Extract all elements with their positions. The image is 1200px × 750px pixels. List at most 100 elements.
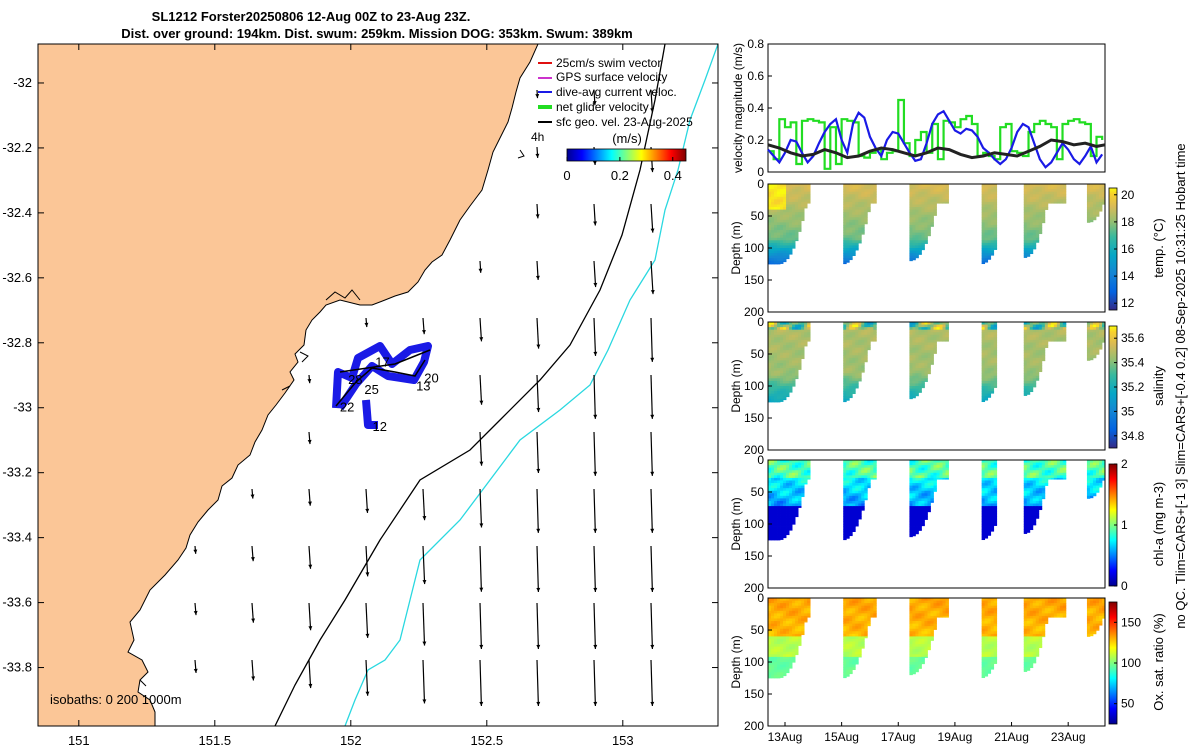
profile-cell bbox=[771, 362, 775, 366]
velocity-arrow-head bbox=[650, 108, 655, 113]
profile-cell bbox=[780, 201, 784, 205]
profile-cell bbox=[987, 199, 992, 203]
profile-cell bbox=[1047, 201, 1052, 204]
profile-cell bbox=[1053, 194, 1058, 198]
profile-cell bbox=[843, 235, 847, 239]
profile-cell bbox=[768, 347, 772, 351]
profile-cell bbox=[846, 345, 850, 348]
profile-cell bbox=[780, 350, 784, 354]
depth-tick-label: 200 bbox=[744, 305, 764, 319]
profile-cell bbox=[768, 191, 772, 195]
profile-cell bbox=[795, 222, 799, 226]
profile-cell bbox=[1044, 196, 1049, 200]
profile-cell bbox=[1032, 209, 1037, 213]
profile-cell bbox=[801, 337, 805, 341]
profile-cell bbox=[909, 199, 913, 203]
profile-cell bbox=[1026, 217, 1031, 221]
profile-cell bbox=[792, 214, 796, 218]
profile-cell bbox=[774, 258, 778, 262]
profile-cell bbox=[783, 373, 787, 377]
profile-cell bbox=[1056, 186, 1061, 190]
profile-cell bbox=[849, 357, 853, 361]
profile-cell bbox=[909, 240, 913, 244]
profile-cell bbox=[780, 398, 784, 402]
profile-cell bbox=[786, 329, 790, 333]
profile-cell bbox=[786, 368, 790, 372]
profile-cell bbox=[930, 207, 934, 210]
profile-cell bbox=[774, 184, 778, 187]
profile-cell bbox=[786, 380, 790, 384]
profile-cell bbox=[780, 253, 784, 257]
profile-cell bbox=[1047, 184, 1052, 187]
profile-cell bbox=[786, 232, 790, 236]
profile-cell bbox=[768, 339, 772, 343]
profile-cell bbox=[801, 209, 805, 213]
profile-cell bbox=[864, 194, 868, 198]
profile-cell bbox=[786, 378, 790, 382]
profile-cell bbox=[852, 250, 856, 254]
profile-cell bbox=[849, 396, 853, 399]
profile-cell bbox=[846, 337, 850, 341]
profile-cell bbox=[861, 194, 865, 198]
profile-cell bbox=[780, 209, 784, 213]
profile-cell bbox=[1032, 248, 1037, 250]
profile-cell bbox=[1029, 217, 1034, 221]
profile-cell bbox=[993, 184, 998, 187]
profile-cell bbox=[780, 357, 784, 361]
profile-cell bbox=[1086, 201, 1091, 205]
profile-cell bbox=[774, 345, 778, 348]
profile-cell bbox=[777, 217, 781, 221]
profile-cell bbox=[771, 329, 775, 333]
profile-cell bbox=[990, 196, 995, 200]
profile-cell bbox=[981, 189, 986, 193]
profile-cell bbox=[855, 191, 859, 195]
profile-cell bbox=[789, 324, 793, 328]
profile-cell bbox=[1029, 230, 1034, 234]
velocity-arrow-shaft bbox=[479, 488, 483, 528]
profile-cell bbox=[987, 235, 992, 239]
profile-cell bbox=[843, 232, 847, 236]
time-annotation: 4h bbox=[531, 130, 544, 144]
profile-cell bbox=[855, 248, 859, 251]
profile-cell bbox=[789, 204, 793, 208]
profile-cell bbox=[984, 194, 989, 198]
profile-cell bbox=[912, 227, 916, 231]
profile-cell bbox=[873, 196, 877, 200]
profile-cell bbox=[783, 386, 787, 389]
profile-cell bbox=[852, 222, 856, 226]
profile-cell bbox=[783, 337, 787, 341]
profile-cell bbox=[786, 383, 790, 387]
profile-cell bbox=[852, 184, 856, 187]
profile-cell bbox=[789, 186, 793, 190]
profile-cell bbox=[1086, 184, 1091, 187]
profile-cell bbox=[1023, 248, 1028, 251]
profile-cell bbox=[849, 365, 853, 369]
profile-cell bbox=[924, 217, 928, 221]
profile-cell bbox=[780, 380, 784, 384]
profile-cell bbox=[1026, 230, 1031, 234]
profile-cell bbox=[792, 186, 796, 190]
profile-cell bbox=[927, 219, 931, 223]
profile-cell bbox=[927, 222, 931, 226]
profile-cell bbox=[1089, 207, 1094, 210]
profile-cell bbox=[849, 186, 853, 190]
profile-cell bbox=[801, 322, 805, 325]
profile-cell bbox=[1092, 184, 1097, 187]
profile-cell bbox=[984, 189, 989, 193]
velocity-arrow-head bbox=[593, 351, 598, 356]
profile-cell bbox=[792, 235, 796, 239]
profile-cell bbox=[843, 222, 847, 226]
profile-cell bbox=[771, 380, 775, 384]
title-line-2: Dist. over ground: 194km. Dist. swum: 25… bbox=[121, 26, 633, 41]
profile-cell bbox=[843, 375, 847, 379]
profile-cell bbox=[798, 334, 802, 338]
profile-cell bbox=[792, 242, 796, 246]
profile-cell bbox=[912, 194, 916, 198]
profile-cell bbox=[780, 189, 784, 193]
profile-cell bbox=[780, 207, 784, 210]
profile-cell bbox=[930, 224, 934, 227]
profile-cell bbox=[777, 345, 781, 348]
profile-cell bbox=[843, 386, 847, 389]
